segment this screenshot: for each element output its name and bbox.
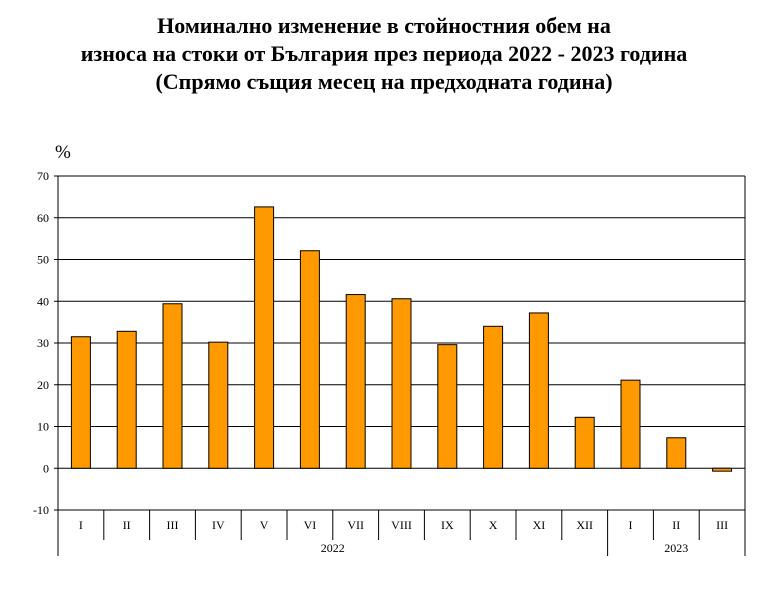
y-tick-label: 20 — [37, 378, 49, 392]
bar — [391, 298, 412, 469]
bar — [345, 294, 366, 469]
bar — [437, 344, 458, 469]
x-tick-label: XII — [576, 518, 593, 532]
bar — [208, 341, 229, 469]
x-group-label: 2022 — [321, 541, 345, 555]
x-tick-label: IX — [441, 518, 454, 532]
x-tick-label: II — [672, 518, 680, 532]
chart-title-line-3: (Спрямо същия месец на предходната годин… — [155, 69, 613, 94]
x-tick-label: III — [716, 518, 728, 532]
y-tick-label: 0 — [43, 461, 49, 475]
x-tick-label: II — [123, 518, 131, 532]
x-tick-label: I — [629, 518, 633, 532]
bar — [712, 467, 733, 472]
y-tick-label: 70 — [37, 169, 49, 183]
x-tick-label: III — [167, 518, 179, 532]
bar — [574, 416, 595, 469]
x-tick-label: IV — [212, 518, 225, 532]
y-tick-label: -10 — [33, 503, 49, 517]
x-tick-label: VIII — [391, 518, 412, 532]
bar — [254, 206, 275, 469]
bar — [70, 336, 91, 469]
y-tick-label: 60 — [37, 211, 49, 225]
x-tick-label: I — [79, 518, 83, 532]
y-tick-label: 10 — [37, 420, 49, 434]
bar — [620, 379, 641, 469]
x-tick-label: X — [489, 518, 498, 532]
y-tick-label: 50 — [37, 253, 49, 267]
bar — [162, 303, 183, 469]
bar — [528, 312, 549, 469]
bar — [299, 250, 320, 469]
chart-title-line-1: Номинално изменение в стойностния обем н… — [157, 13, 611, 38]
x-tick-label: XI — [533, 518, 546, 532]
y-axis-unit-label: % — [55, 142, 71, 163]
x-tick-label: VI — [304, 518, 317, 532]
chart-title: Номинално изменение в стойностния обем н… — [0, 12, 768, 96]
y-tick-label: 40 — [37, 294, 49, 308]
x-tick-label: VII — [347, 518, 364, 532]
bar — [116, 330, 137, 469]
y-tick-label: 30 — [37, 336, 49, 350]
bar — [666, 437, 687, 469]
bar — [483, 325, 504, 469]
chart-title-line-2: износа на стоки от България през периода… — [80, 41, 688, 66]
x-group-label: 2023 — [664, 541, 688, 555]
x-tick-label: V — [260, 518, 269, 532]
